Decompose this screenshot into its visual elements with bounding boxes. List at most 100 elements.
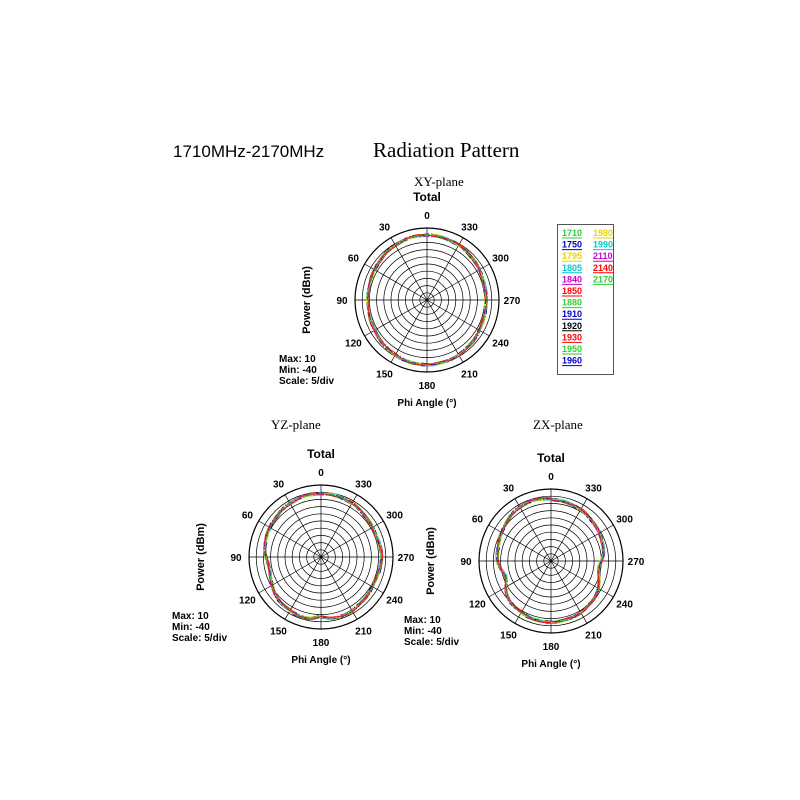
grid-spoke	[514, 498, 552, 562]
legend-entry: 1750	[562, 240, 582, 250]
angle-tick-label: 120	[469, 600, 486, 611]
legend-entry: 2110	[593, 251, 613, 261]
grid-spoke	[550, 498, 588, 562]
max-label: Max: 10	[404, 615, 441, 626]
legend-entry: 1910	[562, 309, 582, 319]
angle-tick-label: 90	[460, 557, 472, 568]
series-curve	[264, 492, 384, 620]
radial-axis-label: Power (dBm)	[301, 266, 313, 334]
grid-spoke	[320, 494, 358, 558]
legend-entry: 2140	[593, 263, 613, 273]
angle-tick-label: 0	[424, 211, 430, 222]
chart-title: Total	[413, 190, 441, 204]
angle-axis-label: Phi Angle (°)	[397, 398, 456, 409]
legend-entry: 2170	[593, 274, 613, 284]
grid-spoke	[550, 560, 588, 624]
legend-entry: 1880	[562, 298, 582, 308]
page-title: Radiation Pattern	[373, 138, 520, 162]
min-label: Min: -40	[172, 622, 210, 633]
angle-tick-label: 270	[628, 557, 645, 568]
frequency-range-label: 1710MHz-2170MHz	[173, 142, 325, 161]
xy-plane-label: XY-plane	[414, 174, 464, 189]
legend-entry: 1960	[562, 356, 582, 366]
legend-entry: 1930	[562, 332, 582, 342]
grid-spoke	[320, 556, 358, 620]
grid-spoke	[550, 560, 614, 598]
angle-tick-label: 150	[500, 631, 517, 642]
angle-tick-label: 240	[616, 600, 633, 611]
grid-spoke	[488, 560, 552, 598]
angle-tick-label: 210	[461, 370, 478, 381]
angle-tick-label: 60	[348, 254, 360, 265]
angle-tick-label: 30	[379, 222, 391, 233]
min-label: Min: -40	[279, 365, 317, 376]
grid-spoke	[550, 524, 614, 562]
angle-axis-label: Phi Angle (°)	[521, 659, 580, 670]
angle-tick-label: 0	[548, 472, 554, 483]
legend-entry: 1840	[562, 274, 582, 284]
polar-grid	[478, 488, 624, 634]
legend-entry: 1980	[593, 228, 613, 238]
chart-title: Total	[307, 447, 335, 461]
angle-tick-label: 30	[503, 483, 515, 494]
min-label: Min: -40	[404, 626, 442, 637]
max-label: Max: 10	[172, 611, 209, 622]
scale-label: Scale: 5/div	[404, 637, 459, 648]
legend-entry: 1795	[562, 251, 582, 261]
angle-axis-label: Phi Angle (°)	[291, 655, 350, 666]
angle-tick-label: 180	[419, 381, 436, 392]
chart-title: Total	[537, 451, 565, 465]
legend-entry: 1805	[562, 263, 582, 273]
angle-tick-label: 210	[355, 627, 372, 638]
angle-tick-label: 0	[318, 468, 324, 479]
angle-tick-label: 270	[398, 553, 415, 564]
legend-entry: 1920	[562, 321, 582, 331]
grid-spoke	[514, 560, 552, 624]
series-curve	[367, 233, 488, 366]
angle-tick-label: 150	[376, 370, 393, 381]
angle-tick-label: 240	[386, 596, 403, 607]
series-curve	[264, 492, 383, 620]
angle-tick-label: 300	[616, 515, 633, 526]
grid-spoke	[390, 299, 428, 363]
angle-tick-label: 60	[242, 511, 254, 522]
angle-tick-label: 330	[355, 479, 372, 490]
yz-plane-label: YZ-plane	[271, 417, 321, 432]
series-curve	[265, 492, 383, 620]
legend-entry: 1990	[593, 240, 613, 250]
grid-spoke	[488, 524, 552, 562]
max-label: Max: 10	[279, 354, 316, 365]
angle-tick-label: 330	[461, 222, 478, 233]
radial-axis-label: Power (dBm)	[195, 523, 207, 591]
angle-tick-label: 150	[270, 627, 287, 638]
series-curve	[367, 233, 488, 365]
zx-plane-label: ZX-plane	[533, 417, 583, 432]
legend-entry: 1950	[562, 344, 582, 354]
legend-entry: 1710	[562, 228, 582, 238]
series-curve	[264, 491, 382, 620]
series-curve	[263, 493, 384, 620]
angle-tick-label: 300	[492, 254, 509, 265]
scale-label: Scale: 5/div	[172, 633, 227, 644]
angle-tick-label: 300	[386, 511, 403, 522]
angle-tick-label: 90	[230, 553, 242, 564]
grid-spoke	[284, 494, 322, 558]
series-curve	[497, 496, 605, 624]
angle-tick-label: 270	[504, 296, 521, 307]
angle-tick-label: 30	[273, 479, 285, 490]
grid-spoke	[426, 237, 464, 301]
series-curve	[495, 499, 606, 625]
angle-tick-label: 180	[543, 642, 560, 653]
angle-tick-label: 180	[313, 638, 330, 649]
radial-axis-label: Power (dBm)	[425, 527, 437, 595]
angle-tick-label: 90	[336, 296, 348, 307]
angle-tick-label: 210	[585, 631, 602, 642]
series-curve	[497, 497, 603, 622]
series-curve	[496, 497, 604, 622]
angle-tick-label: 240	[492, 339, 509, 350]
angle-tick-label: 330	[585, 483, 602, 494]
